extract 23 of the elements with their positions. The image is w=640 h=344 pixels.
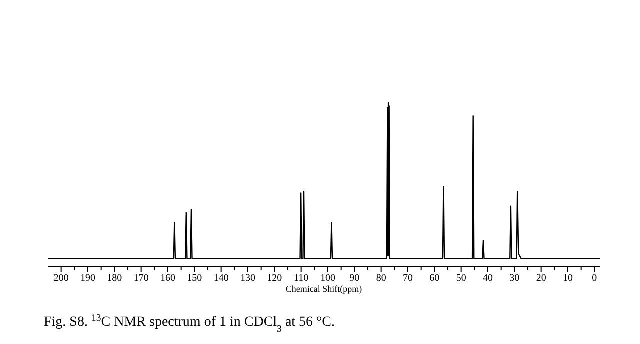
x-tick-label: 100 bbox=[320, 273, 336, 284]
x-tick-label: 200 bbox=[54, 273, 69, 284]
caption: Fig. S8. $^{13}$C NMR spectrum of 1 in CDCl$_{3}$ at 56 °C. bbox=[44, 312, 335, 334]
x-tick-label: 170 bbox=[134, 273, 149, 284]
x-tick-label: 110 bbox=[294, 273, 309, 284]
x-tick-label: 180 bbox=[107, 273, 122, 284]
x-tick-label: 190 bbox=[80, 273, 96, 284]
x-tick-label: 140 bbox=[214, 273, 229, 284]
x-axis-title: Chemical Shift(ppm) bbox=[286, 284, 362, 294]
x-tick-label: 130 bbox=[240, 273, 256, 284]
x-tick-label: 70 bbox=[403, 273, 413, 284]
x-tick-label: 90 bbox=[350, 273, 360, 284]
x-tick-label: 0 bbox=[592, 273, 598, 284]
x-tick-label: 10 bbox=[563, 273, 573, 284]
x-tick-label: 50 bbox=[456, 273, 466, 284]
x-tick-label: 160 bbox=[160, 273, 176, 284]
x-tick-label: 40 bbox=[483, 273, 493, 284]
x-tick-label: 30 bbox=[510, 273, 520, 284]
x-tick-label: 60 bbox=[430, 273, 440, 284]
x-tick-label: 20 bbox=[536, 273, 546, 284]
x-tick-label: 150 bbox=[187, 273, 202, 284]
x-tick-label: 120 bbox=[267, 273, 282, 284]
x-tick-label: 80 bbox=[376, 273, 386, 284]
